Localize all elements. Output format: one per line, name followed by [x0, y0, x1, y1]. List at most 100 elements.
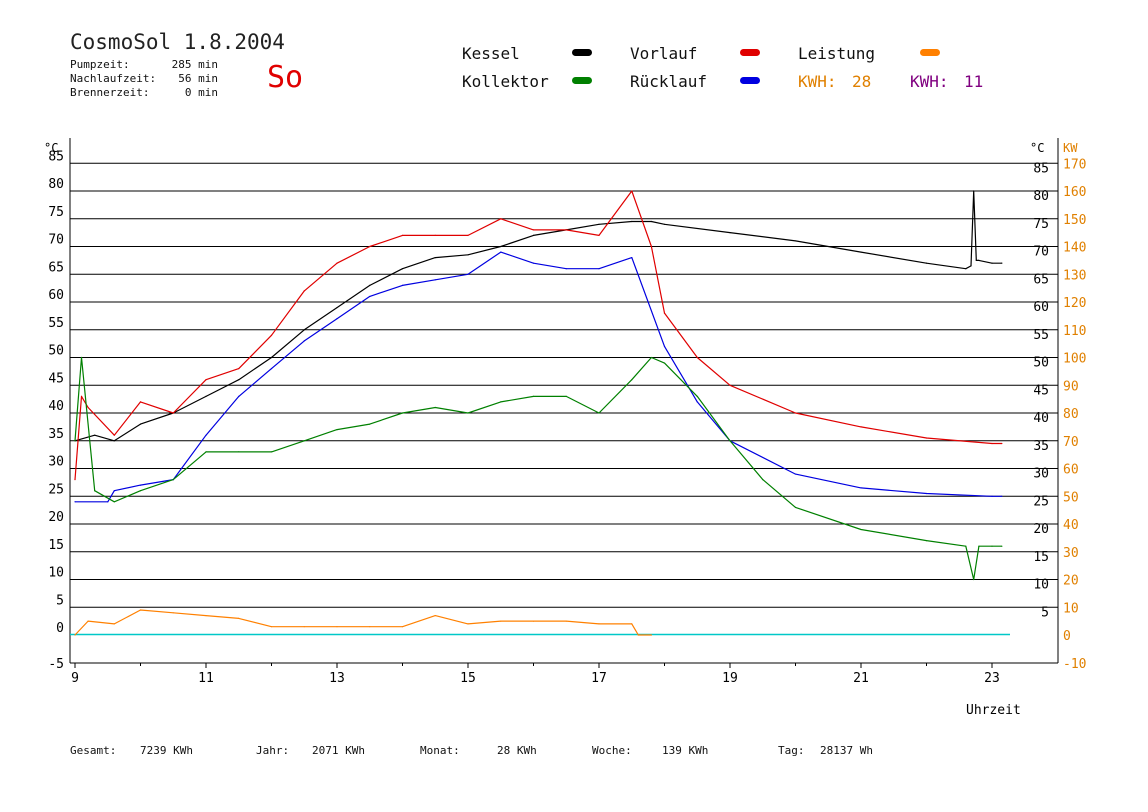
legend-kessel-swatch [572, 49, 592, 56]
data-point [139, 609, 142, 611]
y-tick-label: -5 [48, 657, 64, 672]
y2-tick-label: 60 [1063, 463, 1079, 478]
data-point [925, 540, 928, 542]
data-point [973, 578, 975, 581]
data-point [336, 429, 338, 431]
data-point [172, 612, 174, 614]
data-point [762, 479, 764, 481]
y2-tick-label: 150 [1063, 213, 1086, 228]
data-point [1001, 495, 1003, 497]
data-point [500, 245, 502, 248]
weekday-label: So [267, 60, 304, 95]
data-point [532, 229, 535, 231]
y2-tick-label: 30 [1063, 546, 1079, 561]
y-right-tick-label: 25 [1033, 494, 1049, 509]
legend-kwh2-value: 11 [964, 72, 984, 91]
legend-kollektor-label: Kollektor [462, 72, 549, 91]
y-tick-label: 85 [48, 149, 64, 164]
data-point [401, 268, 404, 270]
y-right-tick-label: 30 [1033, 467, 1049, 482]
data-point [565, 268, 567, 270]
data-point [87, 406, 89, 409]
data-point [991, 495, 993, 497]
y-right-tick-label: 35 [1033, 439, 1049, 454]
data-point [94, 490, 96, 492]
data-point [794, 412, 797, 414]
y-tick-label: 10 [48, 566, 64, 581]
x-tick-label: 11 [198, 671, 214, 686]
legend-kollektor-swatch [572, 77, 592, 84]
y2-tick-label: 100 [1063, 352, 1086, 367]
nachlaufzeit-value: 56 min [178, 72, 218, 85]
data-point [238, 617, 240, 619]
data-point [729, 440, 731, 442]
data-point [729, 384, 731, 386]
data-point [598, 234, 600, 236]
y2-tick-label: 70 [1063, 435, 1079, 450]
y2-tick-label: 90 [1063, 379, 1079, 394]
data-point [369, 626, 371, 628]
y2-tick-label: 130 [1063, 268, 1086, 283]
y2-tick-label: 50 [1063, 490, 1079, 505]
data-point [500, 620, 502, 622]
y-tick-label: 30 [48, 455, 64, 470]
data-point [663, 362, 666, 364]
data-point [303, 290, 305, 292]
x-tick-label: 19 [722, 671, 738, 686]
data-point [631, 623, 633, 625]
y2-tick-label: 170 [1063, 157, 1086, 172]
data-point [107, 501, 109, 503]
data-point [80, 356, 83, 359]
data-point [598, 412, 600, 414]
legend-kwh1-value: 28 [852, 72, 872, 91]
data-point [139, 490, 142, 492]
footer-monat-label: Monat: [420, 744, 460, 757]
y-tick-label: 35 [48, 427, 64, 442]
data-point [925, 492, 928, 495]
data-point [172, 479, 174, 481]
data-point [650, 245, 653, 248]
x-tick-label: 21 [853, 671, 869, 686]
data-point [637, 634, 639, 636]
x-tick-label: 9 [71, 671, 79, 686]
data-point [532, 395, 535, 397]
data-point [270, 451, 273, 453]
data-point [860, 426, 862, 428]
data-point [270, 368, 273, 370]
data-point [369, 295, 371, 298]
legend-kessel-label: Kessel [462, 44, 520, 63]
y2-axis-unit: KW [1063, 141, 1078, 155]
data-point [978, 259, 980, 261]
data-point [467, 623, 469, 625]
y-right-tick-label: 45 [1033, 383, 1049, 398]
data-point [74, 634, 76, 636]
y-right-tick-label: 10 [1033, 578, 1049, 593]
y2-tick-label: -10 [1063, 657, 1086, 672]
data-point [467, 412, 469, 414]
data-point [860, 251, 862, 253]
data-point [205, 379, 207, 381]
x-tick-label: 17 [591, 671, 607, 686]
data-point [80, 395, 83, 397]
data-point [139, 484, 142, 486]
data-point [500, 401, 502, 403]
data-point [87, 620, 89, 622]
data-point [238, 395, 240, 397]
data-point [631, 379, 633, 381]
data-point [973, 190, 975, 192]
data-point [565, 395, 567, 397]
x-tick-label: 15 [460, 671, 476, 686]
y2-tick-label: 10 [1063, 601, 1079, 616]
y-right-tick-label: 65 [1033, 272, 1049, 287]
data-point [991, 545, 993, 547]
data-point [598, 268, 600, 270]
data-point [696, 395, 698, 397]
data-point [794, 240, 797, 242]
y-right-tick-label: 85 [1033, 161, 1049, 176]
data-point [303, 329, 305, 331]
data-point [303, 626, 305, 628]
y-tick-label: 80 [48, 177, 64, 192]
data-point [598, 623, 600, 625]
data-point [860, 528, 862, 531]
y2-tick-label: 120 [1063, 296, 1086, 311]
